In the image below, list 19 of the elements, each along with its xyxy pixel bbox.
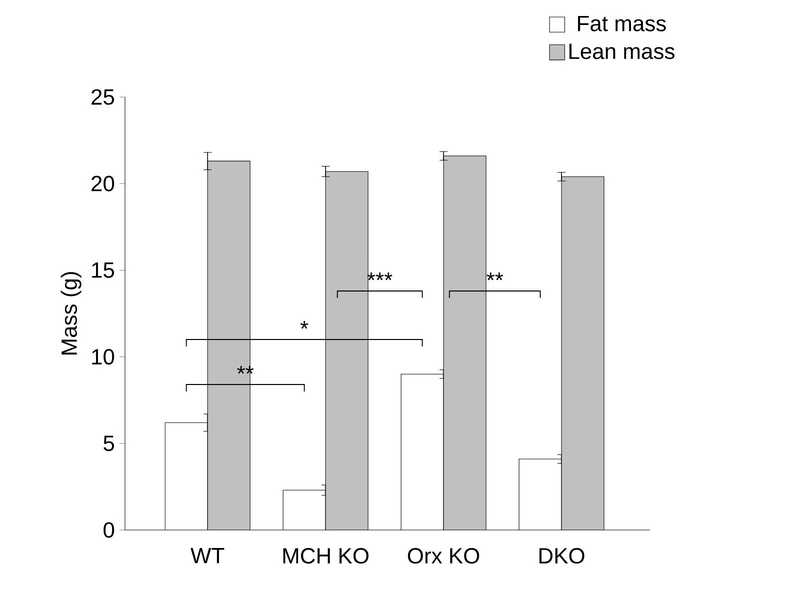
x-tick-label: MCH KO: [283, 548, 368, 564]
annotation: *: [300, 321, 308, 329]
legend-label: Fat mass: [578, 16, 666, 32]
y-axis-title: Mass (g): [60, 272, 82, 354]
annotation: **: [486, 272, 504, 280]
y-tick-label: 10: [92, 349, 114, 365]
bar: [444, 156, 486, 530]
bar: [326, 171, 368, 530]
legend-label: Lean mass: [569, 44, 674, 60]
y-tick-label: 15: [92, 262, 114, 278]
y-tick-label: 5: [104, 436, 114, 452]
x-tick-label: DKO: [539, 548, 584, 564]
annotation: **: [237, 366, 254, 374]
bar: [561, 176, 604, 530]
x-tick-label: Orx KO: [408, 548, 480, 564]
x-tick-label: WT: [190, 548, 224, 564]
y-tick-label: 25: [92, 89, 114, 105]
y-tick-label: 0: [104, 522, 114, 538]
y-tick-label: 20: [92, 176, 114, 192]
